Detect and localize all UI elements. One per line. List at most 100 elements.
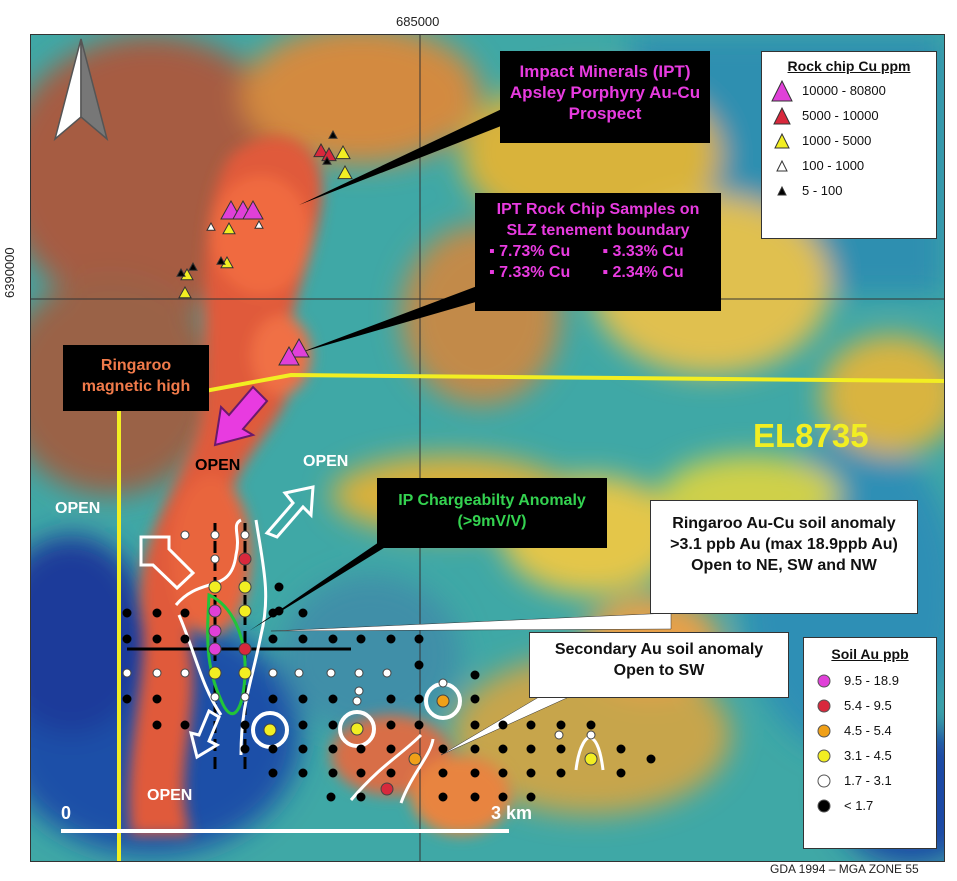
rockchip-value: ▪ 2.34% Cu — [602, 264, 684, 281]
map-frame: Impact Minerals (IPT) Apsley Porphyry Au… — [30, 34, 945, 862]
soil-sample — [470, 670, 480, 680]
soil-sample — [180, 668, 190, 678]
circle-icon — [804, 748, 844, 764]
soil-legend-label: 3.1 - 4.5 — [844, 748, 892, 763]
soil-sample — [240, 720, 250, 730]
rock-legend-label: 100 - 1000 — [802, 158, 865, 173]
soil-sample — [470, 792, 480, 802]
circle-icon — [804, 673, 844, 689]
circle-icon — [804, 798, 844, 814]
soil-sample — [240, 744, 250, 754]
soil-sample — [526, 720, 536, 730]
soil-sample — [274, 582, 284, 592]
soil-sample — [386, 720, 396, 730]
soil-sample — [438, 744, 448, 754]
open-label: OPEN — [303, 453, 349, 470]
soil-sample — [122, 668, 132, 678]
soil-sample — [616, 744, 626, 754]
soil-legend-label: < 1.7 — [844, 798, 874, 813]
rock-chip-sample — [335, 144, 351, 160]
soil-legend-label: 9.5 - 18.9 — [844, 673, 899, 688]
rock-legend-label: 5 - 100 — [802, 183, 843, 198]
soil-sample — [238, 666, 252, 680]
soil-sample — [152, 608, 162, 618]
scale-start: 0 — [61, 803, 72, 823]
soil-sample — [382, 668, 392, 678]
soil-sample — [152, 720, 162, 730]
soil-legend-item: 1.7 - 3.1 — [804, 768, 936, 793]
rock-legend-item: 10000 - 80800 — [762, 78, 936, 103]
soil-legend: Soil Au ppb 9.5 - 18.9 5.4 - 9.5 4.5 - 5.4… — [803, 637, 937, 849]
rock-legend-item: 5000 - 10000 — [762, 103, 936, 128]
soil-legend-item: < 1.7 — [804, 793, 936, 818]
triangle-icon — [762, 159, 802, 173]
rock-chip-legend: Rock chip Cu ppm 10000 - 80800 5000 - 100… — [761, 51, 937, 239]
soil-sample — [526, 768, 536, 778]
rock-chip-sample — [278, 345, 300, 366]
soil-sample — [352, 696, 362, 706]
rock-chip-sample — [322, 155, 332, 165]
soil-sample — [208, 624, 222, 638]
soil-sample — [210, 530, 220, 540]
soil-sample — [470, 744, 480, 754]
rock-legend-label: 1000 - 5000 — [802, 133, 872, 148]
soil-sample — [210, 692, 220, 702]
rock-chip-sample — [206, 221, 216, 231]
soil-sample — [298, 720, 308, 730]
soil-sample — [414, 660, 424, 670]
soil-sample — [350, 722, 364, 736]
soil-legend-item: 3.1 - 4.5 — [804, 743, 936, 768]
soil-sample — [326, 792, 336, 802]
anomaly-outlines — [174, 518, 605, 804]
soil-sample — [268, 634, 278, 644]
soil-sample — [356, 768, 366, 778]
soil-sample — [208, 580, 222, 594]
rock-legend-item: 100 - 1000 — [762, 153, 936, 178]
scale-end: 3 km — [491, 803, 533, 823]
soil-legend-label: 4.5 - 5.4 — [844, 723, 892, 738]
soil-sample — [436, 694, 450, 708]
soil-sample — [210, 554, 220, 564]
rock-chip-samples — [176, 129, 353, 366]
soil-sample — [414, 720, 424, 730]
soil-sample — [470, 694, 480, 704]
soil-legend-item: 4.5 - 5.4 — [804, 718, 936, 743]
circle-icon — [804, 723, 844, 739]
rock-legend-label: 5000 - 10000 — [802, 108, 879, 123]
soil-sample — [386, 694, 396, 704]
rockchip-value: ▪ 7.73% Cu — [489, 243, 571, 260]
rock-legend-label: 10000 - 80800 — [802, 83, 886, 98]
open-label: OPEN — [147, 787, 193, 804]
soil-sample — [354, 686, 364, 696]
soil-sample — [356, 634, 366, 644]
rock-chip-sample — [188, 261, 198, 271]
soil-sample — [526, 744, 536, 754]
soil-sample — [268, 694, 278, 704]
pink-arrow — [213, 385, 269, 447]
secondary-soil-callout: Secondary Au soil anomaly Open to SW — [529, 632, 789, 698]
rock-legend-item: 5 - 100 — [762, 178, 936, 203]
rock-chip-sample — [337, 164, 353, 180]
soil-sample — [380, 782, 394, 796]
soil-sample — [274, 606, 284, 616]
soil-sample — [268, 744, 278, 754]
soil-sample — [152, 694, 162, 704]
tenement-label: EL8735 — [753, 417, 869, 454]
north-arrow-icon — [53, 38, 109, 142]
soil-sample — [298, 744, 308, 754]
rock-chip-sample — [178, 285, 192, 299]
soil-sample — [268, 668, 278, 678]
ip-anomaly-callout: IP Chargeabilty Anomaly (>9mV/V) — [377, 478, 607, 548]
soil-legend-item: 5.4 - 9.5 — [804, 693, 936, 718]
triangle-icon — [762, 185, 802, 197]
soil-sample — [208, 604, 222, 618]
soil-sample — [354, 668, 364, 678]
soil-legend-label: 1.7 - 3.1 — [844, 773, 892, 788]
soil-legend-item: 9.5 - 18.9 — [804, 668, 936, 693]
soil-sample — [263, 723, 277, 737]
open-label: OPEN — [55, 500, 101, 517]
triangle-icon — [762, 79, 802, 103]
soil-sample — [438, 792, 448, 802]
soil-sample — [268, 768, 278, 778]
soil-sample — [556, 768, 566, 778]
